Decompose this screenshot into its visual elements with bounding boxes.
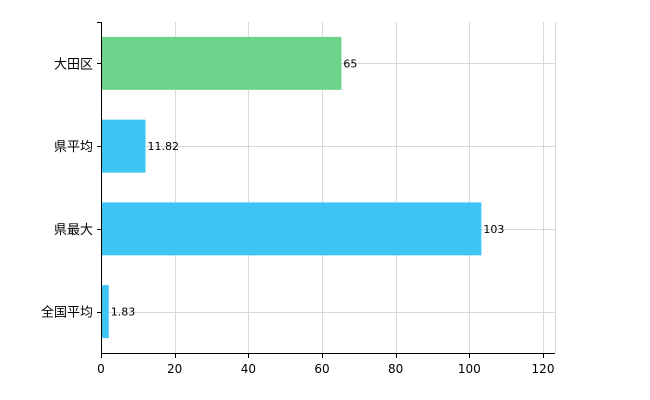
data-label: 1.83 [111, 306, 136, 319]
data-label: 65 [343, 57, 357, 70]
category-label: 大田区 [54, 57, 93, 72]
axes [97, 22, 555, 358]
category-label: 全国平均 [41, 305, 93, 321]
x-tick-label: 40 [241, 362, 256, 376]
x-tick-label: 100 [458, 362, 481, 376]
x-tick-label: 0 [97, 362, 105, 376]
data-label: 103 [483, 223, 504, 236]
data-label: 11.82 [148, 140, 180, 153]
x-tick-label: 120 [532, 362, 555, 376]
x-tick-label: 80 [388, 362, 403, 376]
category-label: 県平均 [54, 140, 93, 155]
bar [102, 285, 109, 339]
bar [102, 202, 482, 256]
x-tick-label: 20 [167, 362, 182, 376]
bar [102, 119, 146, 173]
bar [102, 36, 342, 90]
x-tick-label: 60 [314, 362, 329, 376]
category-label: 県最大 [54, 223, 93, 238]
bars [102, 36, 482, 339]
